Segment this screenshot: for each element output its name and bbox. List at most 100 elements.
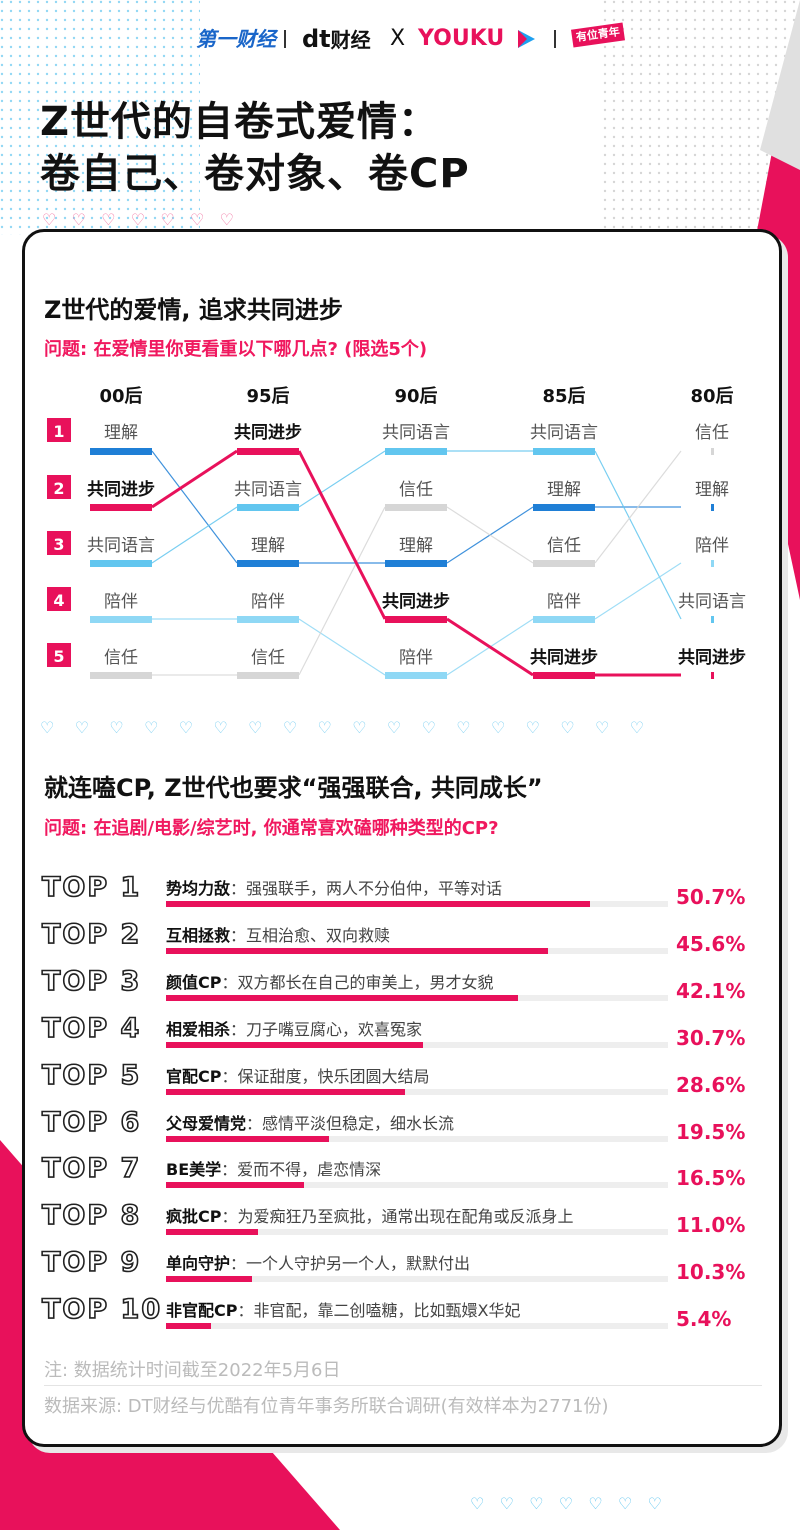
rank-label-共同进步: 共同进步 [678,647,746,668]
rank-number-2: 2 [53,479,64,498]
rank-box-5 [47,643,71,667]
rank-bar-共同进步 [90,504,152,511]
cp-type-description: ：为爱痴狂乃至疯批，通常出现在配角或反派身上 [221,1207,574,1227]
bar-top-7 [166,1182,305,1189]
rank-label-信任: 信任 [695,423,729,443]
top-rank-label: TOP 5 [41,1059,142,1092]
cp-type-description: ：感情平淡但稳定，细水长流 [246,1113,455,1133]
rank-label-理解: 理解 [399,536,433,556]
top-rank-label: TOP 6 [41,1106,142,1139]
bar-top-1 [166,901,591,907]
rank-bar-陪伴 [237,616,299,623]
cp-type-name: 势均力敌：强强联手，两人不分伯仲，平等对话 [166,875,502,899]
top-rank-label: TOP 9 [41,1246,142,1279]
cp-type-description: ：爱而不得，虐恋情深 [221,1160,382,1180]
rank-bar-理解 [90,448,152,455]
rank-box-3 [47,531,71,555]
rank-label-信任: 信任 [104,648,138,668]
section1-title: Z世代的爱情, 追求共同进步 [44,296,343,324]
link-信任 [298,506,386,676]
rank-bar-共同语言 [385,448,447,455]
heart-row-bottom: ♡ ♡ ♡ ♡ ♡ ♡ ♡ [470,1494,662,1513]
rank-label-共同语言: 共同语言 [234,480,302,500]
rank-label-信任: 信任 [399,480,433,500]
heart-row-middle: ♡ ♡ ♡ ♡ ♡ ♡ ♡ ♡ ♡ ♡ ♡ ♡ ♡ ♡ ♡ ♡ ♡ ♡ [40,718,645,737]
bar-track [166,1088,668,1095]
rank-bar-共同进步 [711,672,714,679]
top-rank-label: TOP 3 [41,965,142,998]
link-共同进步 [446,617,534,677]
gray-shape-right [760,0,800,170]
link-共同语言 [151,506,238,564]
note-date: 注: 数据统计时间截至2022年5月6日 [44,1360,341,1381]
rank-bar-理解 [385,560,447,567]
logo-divider-2 [554,30,556,48]
dt-logo: dt财经 [302,25,371,53]
rank-bar-理解 [533,504,595,511]
rank-bar-信任 [385,504,447,511]
rank-bar-共同语言 [90,560,152,567]
rank-number-1: 1 [53,422,64,441]
bar-top-10 [166,1323,212,1330]
youku-logo: YOUKU [418,26,505,51]
rank-bar-陪伴 [533,616,595,623]
value-label: 5.4% [676,1307,732,1332]
rank-bar-共同语言 [711,616,714,623]
link-共同语言 [594,450,682,620]
rank-number-4: 4 [53,591,64,610]
rank-bar-信任 [90,672,152,679]
value-label: 19.5% [676,1119,746,1144]
bar-top-4 [166,1041,423,1048]
top-rank-label: TOP 7 [41,1153,142,1186]
rank-label-共同进步: 共同进步 [87,479,155,500]
cp-type-name: 非官配CP：非官配，靠二创嗑糖，比如甄嬛X华妃 [166,1297,520,1321]
group-header: 90后 [394,386,437,407]
rank-label-陪伴: 陪伴 [547,592,581,612]
rank-label-共同语言: 共同语言 [530,423,598,443]
top-rank-label: TOP 4 [41,1012,142,1045]
link-信任 [446,506,534,564]
yicai-logo: 第一财经 [196,27,276,51]
top-rank-label: TOP 1 [41,871,142,904]
rank-label-陪伴: 陪伴 [399,648,433,668]
rank-label-信任: 信任 [251,648,285,668]
value-label: 28.6% [676,1072,746,1097]
rank-bar-理解 [237,560,299,567]
top-rank-label: TOP 10 [41,1293,163,1326]
cp-type-description: ：强强联手，两人不分伯仲，平等对话 [230,879,503,898]
dot-pattern-topleft [0,0,200,235]
rank-bar-陪伴 [90,616,152,623]
cp-type-name: 父母爱情党：感情平淡但稳定，细水长流 [166,1110,454,1134]
rank-label-共同语言: 共同语言 [382,423,450,443]
cp-type-description: ：非官配，靠二创嗑糖，比如甄嬛X华妃 [237,1301,521,1321]
logo-bar: 第一财经 dt财经 X YOUKU 有位青年 [0,22,800,56]
bar-top-8 [166,1229,259,1236]
link-共同进步 [297,450,387,620]
cp-type-name: 相爱相杀：刀子嘴豆腐心，欢喜冤家 [166,1016,422,1040]
top-rank-label: TOP 2 [41,918,142,951]
cp-type-title: 相爱相杀 [166,1019,231,1039]
bar-track [166,1229,668,1236]
cp-type-title: 父母爱情党 [166,1113,247,1133]
rank-label-陪伴: 陪伴 [104,592,138,612]
rank-bar-共同语言 [533,448,595,455]
youku-play-icon [518,30,535,48]
bar-track [166,1323,668,1330]
section2-title: 就连嗑CP, Z世代也要求“强强联合, 共同成长” [44,774,543,802]
rank-box-1 [47,418,71,442]
cp-type-title: 官配CP [166,1066,222,1086]
link-陪伴 [298,618,386,676]
heart-row-top: ♡ ♡ ♡ ♡ ♡ ♡ ♡ [42,210,234,229]
cp-type-title: 单向守护 [166,1254,231,1274]
value-label: 11.0% [676,1213,746,1238]
rank-bar-陪伴 [385,672,447,679]
rank-bar-信任 [237,672,299,679]
page-title-line2: 卷自己、卷对象、卷CP [40,151,470,197]
bar-top-6 [166,1135,330,1142]
link-共同语言 [298,450,386,508]
group-header: 85后 [542,386,585,407]
value-label: 42.1% [676,978,746,1003]
cp-type-name: 单向守护：一个人守护另一个人，默默付出 [166,1250,470,1274]
value-label: 50.7% [676,885,746,909]
value-label: 10.3% [676,1260,746,1285]
